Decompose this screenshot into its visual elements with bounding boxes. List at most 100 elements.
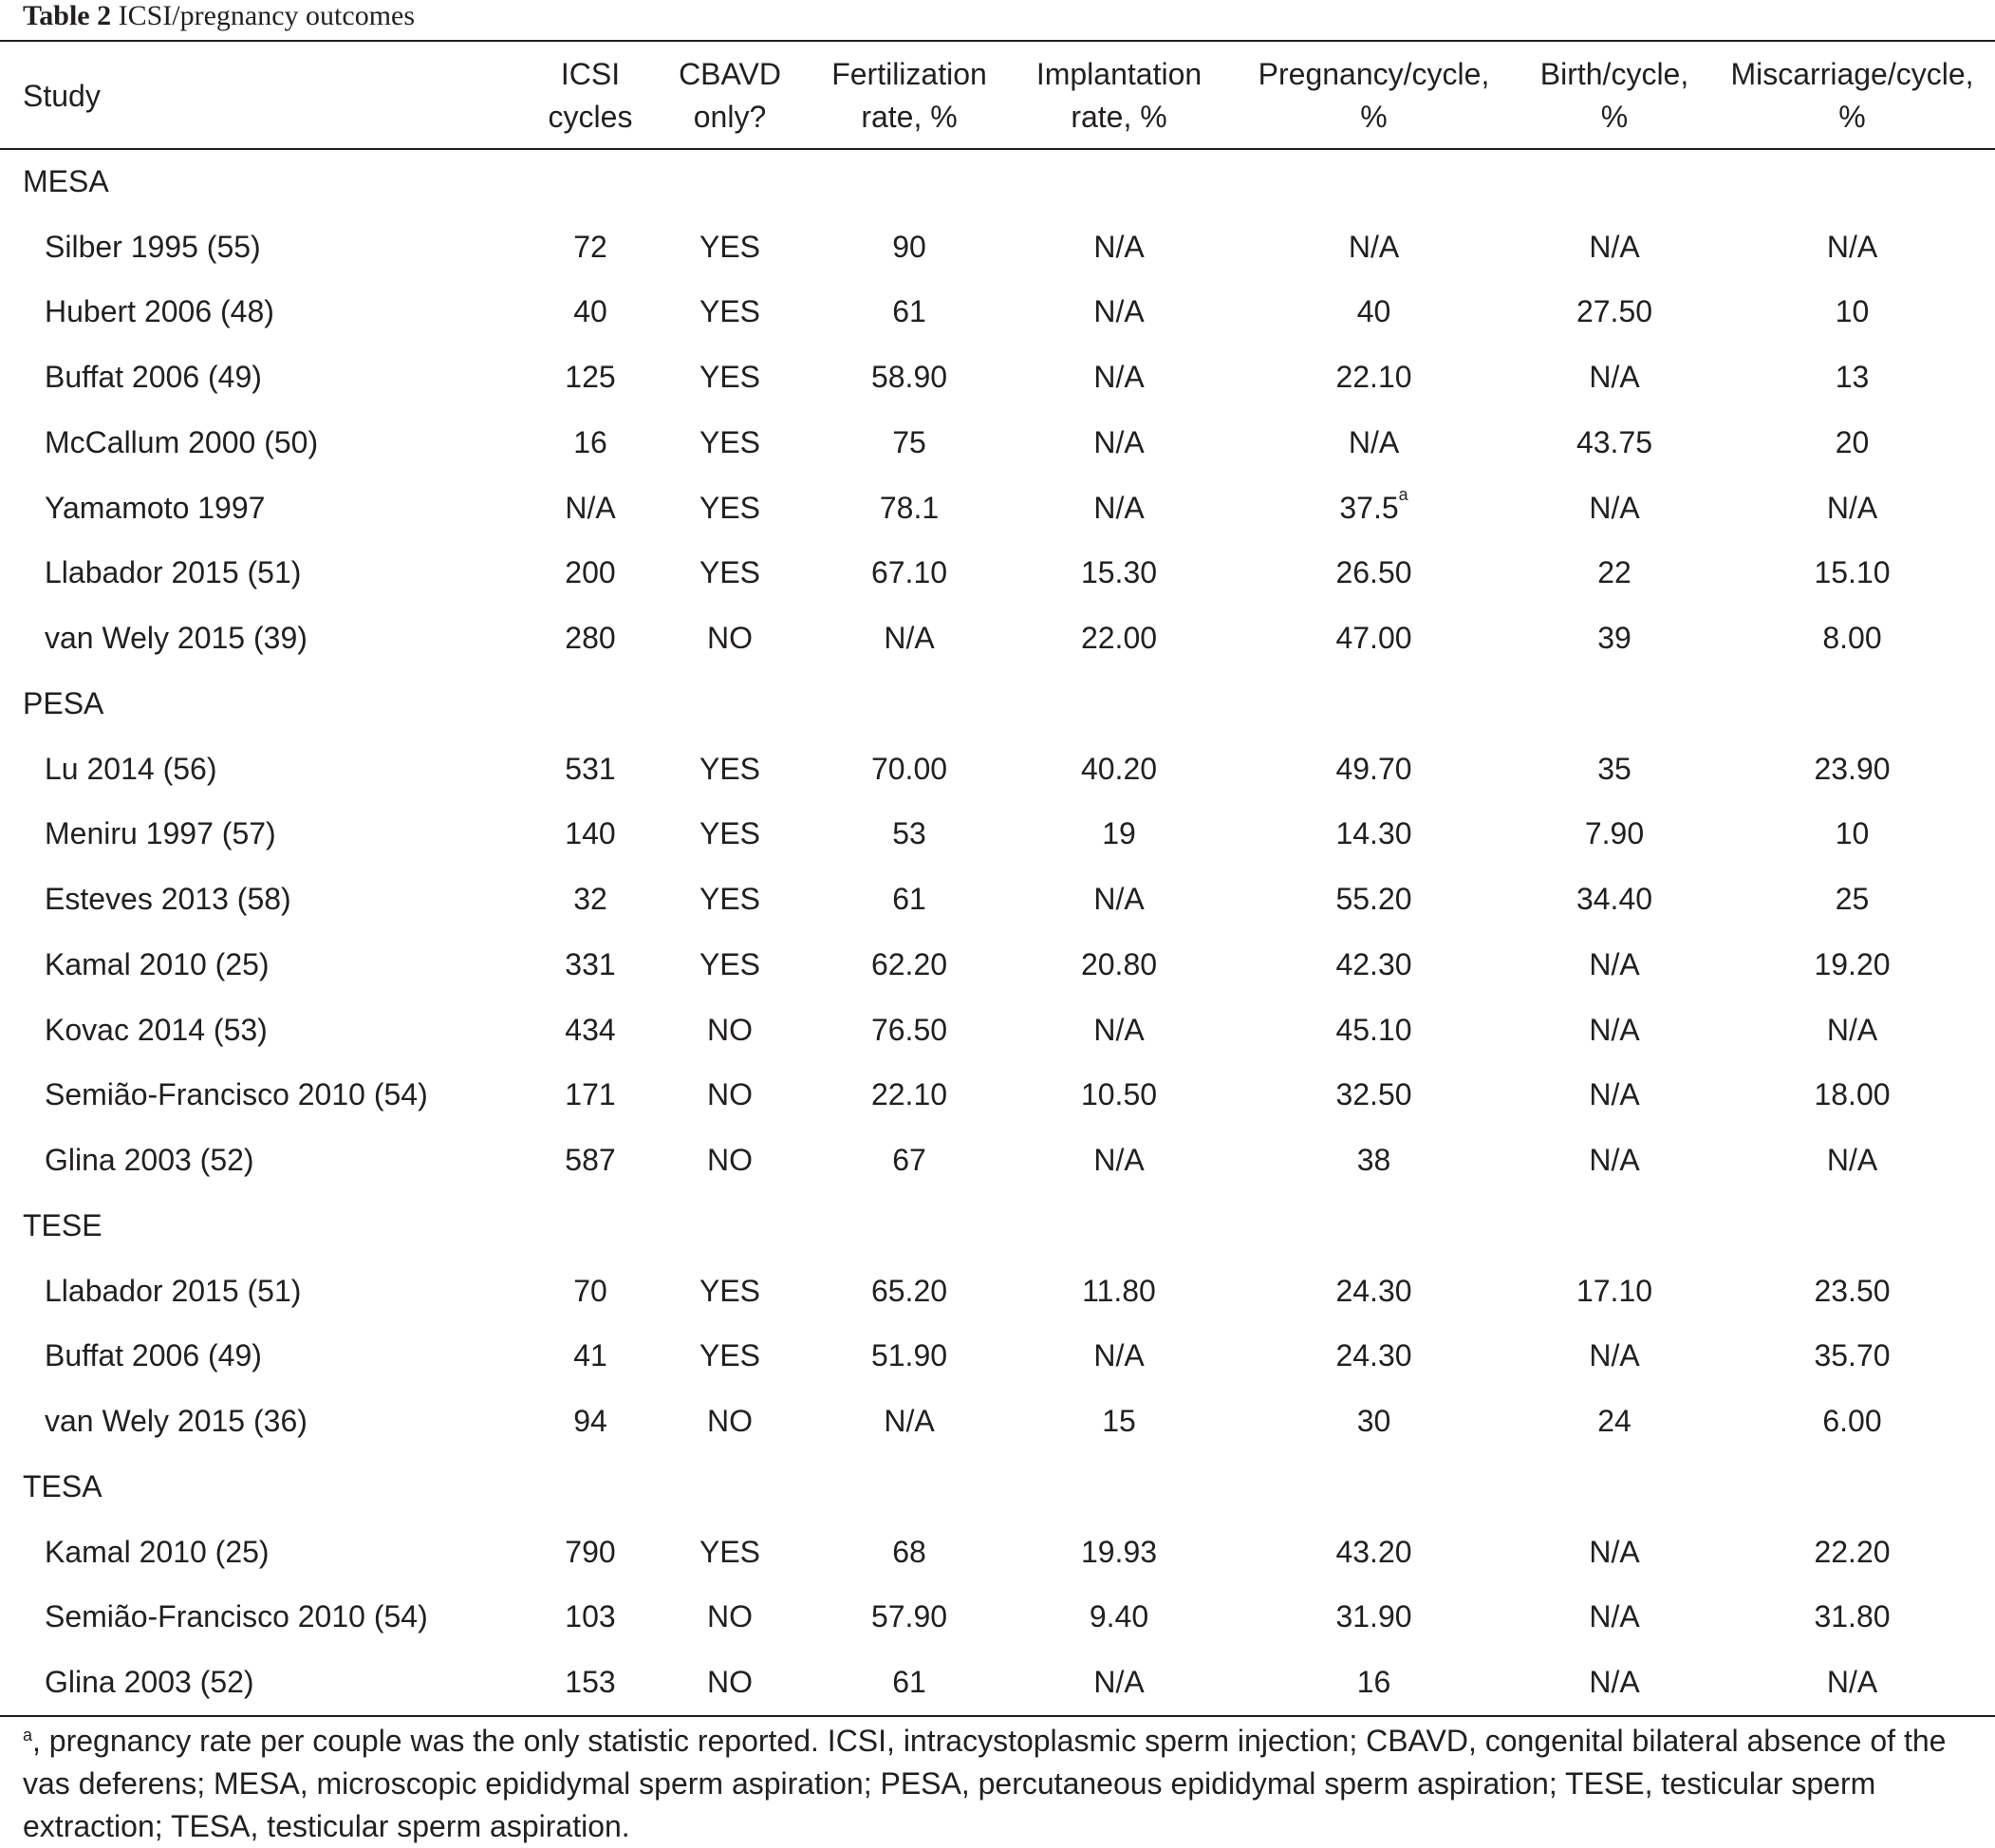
table-row: Buffat 2006 (49) 125 YES 58.90 N/A 22.10 N/A 13 xyxy=(0,345,1995,410)
cell-birth-per-cycle: N/A xyxy=(1589,1143,1640,1178)
cell-implantation-rate: 11.80 xyxy=(1082,1273,1156,1308)
cell-miscarriage-per-cycle: N/A xyxy=(1826,1012,1878,1047)
cell-implantation-rate: N/A xyxy=(1093,1012,1145,1047)
cell-study: Kamal 2010 (25) xyxy=(45,1534,270,1569)
cell-study: Meniru 1997 (57) xyxy=(45,816,276,851)
cell-pregnancy-per-cycle: N/A xyxy=(1348,424,1400,459)
cell-birth-per-cycle: N/A xyxy=(1589,1338,1640,1373)
cell-cbavd-only: YES xyxy=(699,424,761,459)
cell-miscarriage-per-cycle: 8.00 xyxy=(1822,621,1882,656)
cell-miscarriage-per-cycle: N/A xyxy=(1826,1665,1878,1700)
cell-cbavd-only: YES xyxy=(699,1534,761,1569)
col-header-study: Study xyxy=(23,78,101,113)
cell-icsi-cycles: 103 xyxy=(565,1599,616,1634)
cell-cbavd-only: YES xyxy=(699,751,761,786)
cell-study: Kamal 2010 (25) xyxy=(45,946,270,981)
cell-implantation-rate: N/A xyxy=(1093,1665,1145,1700)
cell-cbavd-only: NO xyxy=(707,1665,753,1700)
cell-study: Glina 2003 (52) xyxy=(45,1143,254,1178)
group-row: TESE xyxy=(0,1193,1995,1259)
cell-icsi-cycles: 16 xyxy=(573,424,607,459)
table-row: Glina 2003 (52) 587 NO 67 N/A 38 N/A N/A xyxy=(0,1128,1995,1193)
col-header-fertilization: Fertilization rate, % xyxy=(831,57,987,134)
table-row: Semião-Francisco 2010 (54) 171 NO 22.10 10.5… xyxy=(0,1063,1995,1129)
table-row: Llabador 2015 (51) 200 YES 67.10 15.30 26.50 2… xyxy=(0,541,1995,607)
cell-miscarriage-per-cycle: 31.80 xyxy=(1814,1599,1891,1634)
cell-icsi-cycles: 140 xyxy=(565,816,616,851)
cell-implantation-rate: N/A xyxy=(1093,424,1145,459)
cell-implantation-rate: 15.30 xyxy=(1080,555,1158,590)
cell-implantation-rate: 15 xyxy=(1102,1404,1136,1439)
cell-icsi-cycles: 94 xyxy=(573,1404,607,1439)
cell-cbavd-only: YES xyxy=(699,1338,761,1373)
cell-implantation-rate: 22.00 xyxy=(1080,621,1158,656)
table-footnote: a, pregnancy rate per couple was the onl… xyxy=(23,1720,1978,1848)
cell-miscarriage-per-cycle: 15.10 xyxy=(1814,555,1891,590)
footnote-marker: a xyxy=(23,1726,33,1745)
cell-icsi-cycles: 587 xyxy=(565,1143,616,1178)
cell-fertilization-rate: 61 xyxy=(892,294,926,329)
cell-miscarriage-per-cycle: 19.20 xyxy=(1814,946,1891,981)
table-row: Meniru 1997 (57) 140 YES 53 19 14.30 7.90 10 xyxy=(0,802,1995,868)
cell-implantation-rate: N/A xyxy=(1093,229,1145,264)
cell-implantation-rate: 19.93 xyxy=(1080,1534,1158,1569)
cell-miscarriage-per-cycle: N/A xyxy=(1826,229,1878,264)
cell-icsi-cycles: 72 xyxy=(573,229,607,264)
cell-fertilization-rate: 61 xyxy=(892,882,926,917)
cell-study: Semião-Francisco 2010 (54) xyxy=(45,1077,428,1112)
cell-icsi-cycles: 200 xyxy=(565,555,616,590)
table-row: Kamal 2010 (25) 331 YES 62.20 20.80 42.30 N/A 1… xyxy=(0,932,1995,998)
cell-miscarriage-per-cycle: 22.20 xyxy=(1814,1534,1891,1569)
cell-pregnancy-per-cycle: 47.00 xyxy=(1335,621,1412,656)
cell-miscarriage-per-cycle: 10 xyxy=(1835,294,1870,329)
cell-study: Kovac 2014 (53) xyxy=(45,1012,268,1047)
table-row: Kovac 2014 (53) 434 NO 76.50 N/A 45.10 N/A N/A xyxy=(0,998,1995,1063)
cell-birth-per-cycle: 22 xyxy=(1597,555,1631,590)
cell-study: Glina 2003 (52) xyxy=(45,1665,254,1700)
header-rule xyxy=(0,148,1995,150)
cell-implantation-rate: 20.80 xyxy=(1080,946,1158,981)
table-row: Yamamoto 1997 N/A YES 78.1 N/A 37.5a N/A N/A xyxy=(0,476,1995,541)
cell-cbavd-only: YES xyxy=(699,360,761,395)
cell-pregnancy-per-cycle: 31.90 xyxy=(1335,1599,1412,1634)
cell-birth-per-cycle: N/A xyxy=(1589,1599,1640,1634)
cell-pregnancy-per-cycle: 24.30 xyxy=(1335,1338,1412,1373)
cell-miscarriage-per-cycle: N/A xyxy=(1826,490,1878,525)
cell-miscarriage-per-cycle: 18.00 xyxy=(1814,1077,1891,1112)
cell-birth-per-cycle: N/A xyxy=(1589,1534,1640,1569)
table-row: Lu 2014 (56) 531 YES 70.00 40.20 49.70 35 23.90 xyxy=(0,737,1995,802)
col-header-icsi-cycles: ICSI cycles xyxy=(548,57,633,134)
table-row: Semião-Francisco 2010 (54) 103 NO 57.90 9.40… xyxy=(0,1585,1995,1651)
cell-cbavd-only: YES xyxy=(699,490,761,525)
cell-icsi-cycles: 171 xyxy=(565,1077,616,1112)
cell-implantation-rate: N/A xyxy=(1093,1338,1145,1373)
table-row: Kamal 2010 (25) 790 YES 68 19.93 43.20 N/A 22.2… xyxy=(0,1520,1995,1585)
cell-implantation-rate: N/A xyxy=(1093,490,1145,525)
cell-pregnancy-per-cycle: 45.10 xyxy=(1335,1012,1412,1047)
cell-fertilization-rate: 22.10 xyxy=(870,1077,948,1112)
cell-cbavd-only: YES xyxy=(699,816,761,851)
footnote-ref: a xyxy=(1398,484,1408,504)
cell-miscarriage-per-cycle: 20 xyxy=(1835,424,1870,459)
cell-fertilization-rate: 51.90 xyxy=(870,1338,948,1373)
cell-pregnancy-per-cycle: 26.50 xyxy=(1335,555,1412,590)
cell-fertilization-rate: 53 xyxy=(892,816,926,851)
cell-fertilization-rate: 70.00 xyxy=(870,751,948,786)
cell-icsi-cycles: 32 xyxy=(573,882,607,917)
cell-pregnancy-per-cycle: 32.50 xyxy=(1335,1077,1412,1112)
cell-fertilization-rate: N/A xyxy=(884,621,935,656)
cell-miscarriage-per-cycle: 25 xyxy=(1835,882,1870,917)
cell-cbavd-only: YES xyxy=(699,1273,761,1308)
cell-study: Yamamoto 1997 xyxy=(45,490,266,525)
cell-study: Llabador 2015 (51) xyxy=(45,555,302,590)
cell-cbavd-only: YES xyxy=(699,555,761,590)
cell-icsi-cycles: 531 xyxy=(565,751,616,786)
cell-pregnancy-per-cycle: 55.20 xyxy=(1335,882,1412,917)
cell-pregnancy-per-cycle: 43.20 xyxy=(1335,1534,1412,1569)
cell-implantation-rate: N/A xyxy=(1093,1143,1145,1178)
group-label: TESA xyxy=(23,1468,103,1503)
cell-birth-per-cycle: 43.75 xyxy=(1575,424,1653,459)
cell-miscarriage-per-cycle: 35.70 xyxy=(1814,1338,1891,1373)
cell-cbavd-only: NO xyxy=(707,1599,753,1634)
cell-icsi-cycles: 331 xyxy=(565,946,616,981)
